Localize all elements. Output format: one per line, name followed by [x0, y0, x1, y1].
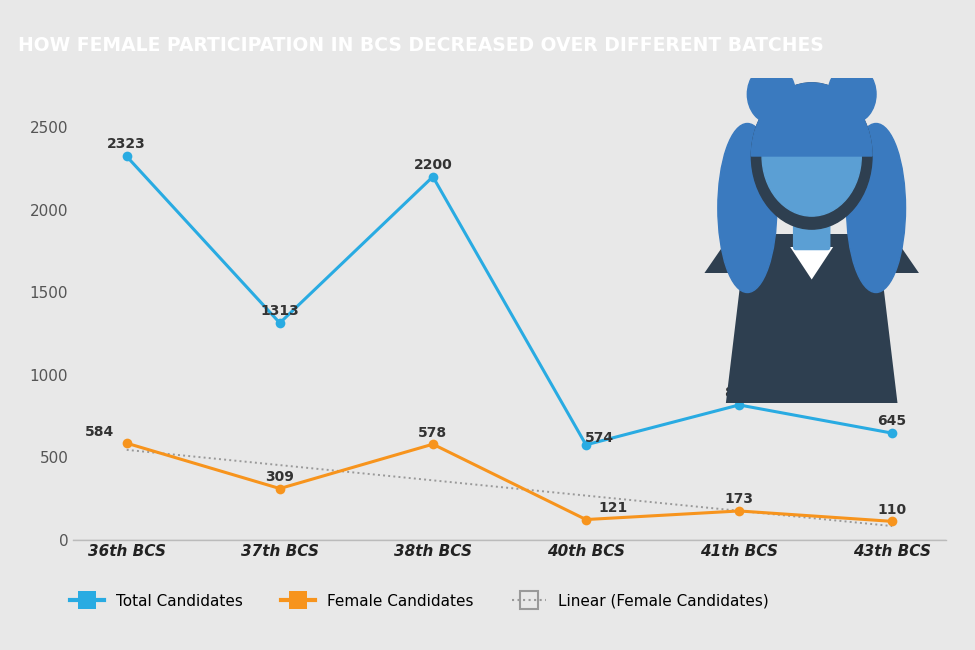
Text: 2323: 2323 — [107, 137, 146, 151]
Circle shape — [828, 65, 877, 124]
Circle shape — [747, 65, 796, 124]
Text: HOW FEMALE PARTICIPATION IN BCS DECREASED OVER DIFFERENT BATCHES: HOW FEMALE PARTICIPATION IN BCS DECREASE… — [18, 36, 823, 55]
Circle shape — [762, 96, 861, 216]
Text: 645: 645 — [878, 414, 907, 428]
Text: 816: 816 — [724, 386, 754, 400]
Text: 110: 110 — [878, 502, 907, 517]
Ellipse shape — [846, 124, 906, 292]
Text: 309: 309 — [265, 470, 294, 484]
Text: 578: 578 — [418, 426, 448, 439]
Legend: Total Candidates, Female Candidates, Linear (Female Candidates): Total Candidates, Female Candidates, Lin… — [64, 588, 774, 615]
Text: 574: 574 — [585, 431, 614, 445]
Text: 584: 584 — [85, 424, 114, 439]
FancyBboxPatch shape — [793, 211, 831, 250]
Wedge shape — [752, 83, 872, 156]
Text: 1313: 1313 — [260, 304, 299, 318]
Polygon shape — [704, 234, 918, 273]
Text: 173: 173 — [724, 492, 754, 506]
Ellipse shape — [718, 124, 777, 292]
Polygon shape — [790, 247, 833, 280]
Circle shape — [752, 83, 872, 229]
Text: 121: 121 — [599, 501, 628, 515]
Text: 2200: 2200 — [413, 158, 452, 172]
Polygon shape — [725, 247, 897, 403]
